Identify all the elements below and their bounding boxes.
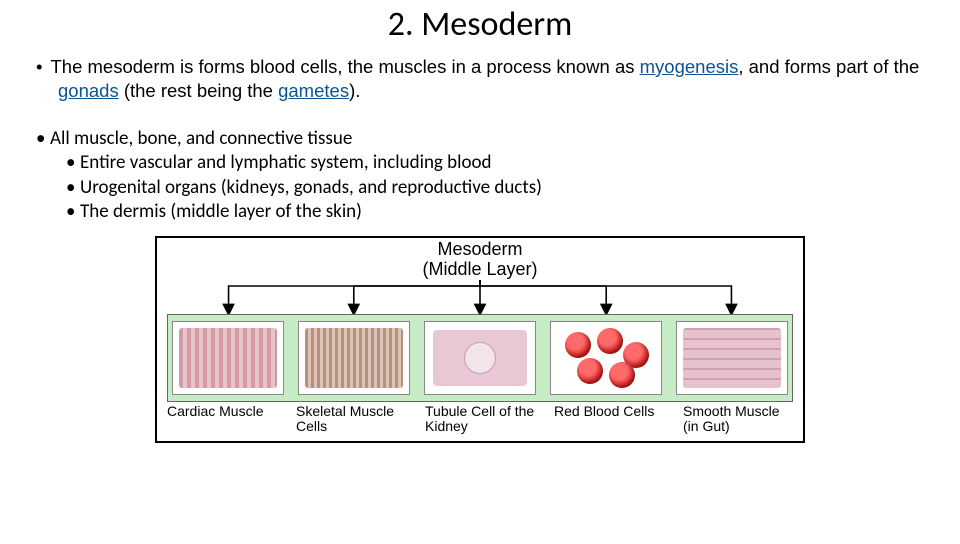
- mesoderm-diagram: Mesoderm (Middle Layer): [155, 236, 805, 442]
- link-myogenesis[interactable]: myogenesis: [640, 56, 739, 77]
- link-gametes[interactable]: gametes: [278, 80, 349, 101]
- diagram-label: Cardiac Muscle: [167, 404, 277, 435]
- diagram-header-line1: Mesoderm: [157, 240, 803, 260]
- cell-kidney-tubule: [424, 321, 536, 395]
- bullet-icon: •: [66, 176, 80, 200]
- diagram-labels: Cardiac Muscle Skeletal Muscle Cells Tub…: [157, 402, 803, 441]
- cell-red-blood-cells: [550, 321, 662, 395]
- diagram-label: Skeletal Muscle Cells: [296, 404, 406, 435]
- intro-text-1: The mesoderm is forms blood cells, the m…: [50, 56, 639, 77]
- intro-text-2: , and forms part of the: [738, 56, 919, 77]
- cell-cardiac-muscle: [172, 321, 284, 395]
- cell-smooth-muscle: [676, 321, 788, 395]
- list-item-label: The dermis (middle layer of the skin): [80, 200, 362, 223]
- bullet-icon: •: [66, 151, 80, 175]
- diagram-header: Mesoderm (Middle Layer): [157, 238, 803, 280]
- list-item: •Urogenital organs (kidneys, gonads, and…: [36, 176, 960, 200]
- list-item: •Entire vascular and lymphatic system, i…: [36, 151, 960, 175]
- intro-paragraph: •The mesoderm is forms blood cells, the …: [36, 55, 940, 103]
- list-item-label: Urogenital organs (kidneys, gonads, and …: [80, 176, 542, 199]
- bullet-dot: •: [36, 56, 50, 77]
- list-item: •All muscle, bone, and connective tissue: [36, 127, 960, 151]
- list-item: •The dermis (middle layer of the skin): [36, 200, 960, 224]
- cell-skeletal-muscle: [298, 321, 410, 395]
- link-gonads[interactable]: gonads: [58, 80, 119, 101]
- diagram-label: Tubule Cell of the Kidney: [425, 404, 535, 435]
- bullet-icon: •: [36, 127, 50, 151]
- diagram-label: Smooth Muscle (in Gut): [683, 404, 793, 435]
- intro-text-4: ).: [349, 80, 360, 101]
- bullet-list: •All muscle, bone, and connective tissue…: [36, 127, 960, 224]
- diagram-header-line2: (Middle Layer): [157, 260, 803, 280]
- list-item-label: All muscle, bone, and connective tissue: [50, 127, 352, 150]
- bullet-icon: •: [66, 200, 80, 224]
- diagram-label: Red Blood Cells: [554, 404, 664, 435]
- diagram-cell-row: [167, 314, 793, 402]
- list-item-label: Entire vascular and lymphatic system, in…: [80, 151, 492, 174]
- intro-text-3: (the rest being the: [119, 80, 278, 101]
- diagram-arrows: [157, 280, 803, 314]
- page-title: 2. Mesoderm: [0, 4, 960, 45]
